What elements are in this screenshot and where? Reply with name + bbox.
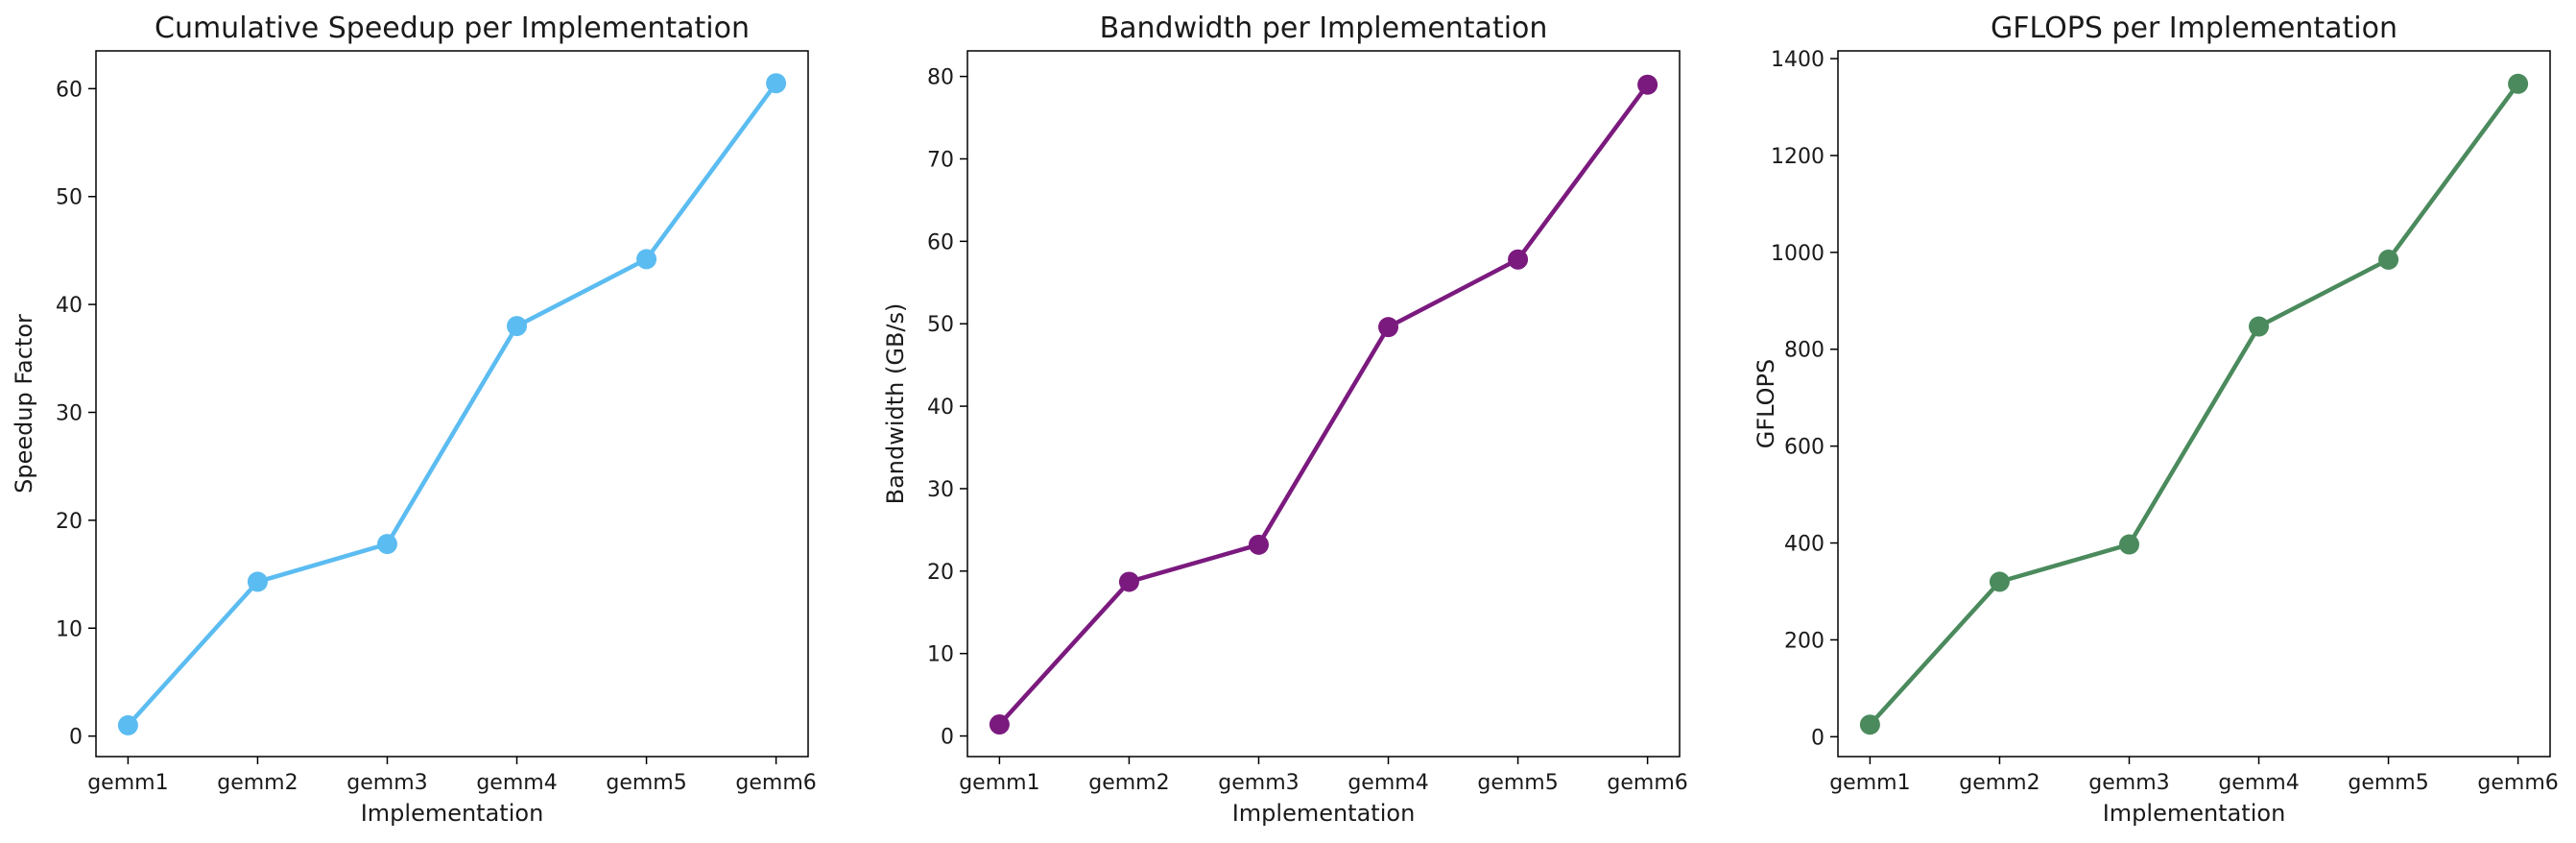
x-tick-label: gemm2	[1959, 771, 2039, 795]
x-tick-label: gemm4	[2218, 771, 2299, 795]
y-tick-label: 60	[56, 78, 83, 102]
data-point-gemm3	[1248, 534, 1269, 555]
y-tick-label: 50	[56, 186, 83, 210]
chart-title: Bandwidth per Implementation	[1100, 12, 1548, 45]
y-tick-label: 10	[927, 643, 954, 667]
data-point-gemm1	[117, 714, 138, 735]
chart-title: GFLOPS per Implementation	[1991, 12, 2397, 45]
plot-frame	[95, 50, 809, 758]
data-point-gemm3	[376, 534, 397, 555]
y-tick-label: 20	[56, 510, 83, 534]
y-tick-label: 30	[927, 478, 954, 502]
y-tick-label: 800	[1784, 339, 1825, 363]
x-tick-label: gemm5	[606, 771, 686, 795]
chart-panel-2: Bandwidth per Implementation 0 10 20 30 40 50 6…	[882, 12, 1688, 827]
x-axis-label: Implementation	[2103, 800, 2286, 827]
y-tick-label: 70	[927, 148, 954, 172]
x-tick-label: gemm1	[87, 771, 168, 795]
x-tick-label: gemm5	[2348, 771, 2428, 795]
y-tick-label: 0	[941, 726, 954, 750]
data-point-gemm6	[2508, 73, 2529, 94]
y-tick-label: 80	[927, 66, 954, 90]
x-tick-label: gemm6	[2477, 771, 2558, 795]
plot-frame	[966, 50, 1681, 758]
data-point-gemm4	[2249, 316, 2270, 337]
y-tick-label: 40	[56, 294, 83, 318]
y-tick-label: 20	[927, 561, 954, 585]
x-tick-label: gemm2	[1088, 771, 1169, 795]
y-tick-label: 10	[56, 617, 83, 641]
series-line	[1868, 82, 2520, 727]
y-tick-label: 600	[1784, 436, 1825, 460]
data-point-gemm2	[1989, 571, 2010, 592]
x-tick-label: gemm6	[1607, 771, 1687, 795]
y-axis-label: GFLOPS	[1753, 359, 1779, 449]
data-point-gemm5	[2378, 249, 2399, 270]
data-point-gemm1	[1859, 714, 1880, 735]
data-point-gemm5	[1508, 249, 1529, 270]
data-point-gemm1	[989, 714, 1010, 735]
x-tick-label: gemm1	[1829, 771, 1910, 795]
x-axis-label: Implementation	[1232, 800, 1416, 827]
data-point-gemm6	[766, 73, 787, 94]
series-line	[126, 81, 778, 728]
x-tick-label: gemm4	[1348, 771, 1428, 795]
y-tick-label: 50	[927, 313, 954, 337]
y-tick-label: 400	[1784, 533, 1825, 557]
x-tick-label: gemm2	[217, 771, 298, 795]
chart-panel-1: Cumulative Speedup per Implementation 0 10…	[11, 12, 817, 827]
data-point-gemm6	[1637, 74, 1658, 95]
y-tick-label: 200	[1784, 629, 1825, 653]
y-tick-label: 1200	[1771, 145, 1825, 169]
data-point-gemm4	[507, 316, 528, 337]
y-tick-label: 1000	[1771, 242, 1825, 266]
x-tick-label: gemm6	[735, 771, 816, 795]
y-tick-label: 0	[1811, 726, 1825, 750]
x-tick-label: gemm3	[346, 771, 427, 795]
y-tick-label: 30	[56, 401, 83, 425]
data-point-gemm3	[2118, 534, 2139, 555]
x-tick-label: gemm1	[959, 771, 1039, 795]
y-axis-label: Bandwidth (GB/s)	[882, 303, 909, 505]
data-point-gemm5	[636, 249, 657, 270]
x-axis-label: Implementation	[361, 800, 544, 827]
x-tick-label: gemm5	[1477, 771, 1558, 795]
y-tick-label: 60	[927, 230, 954, 254]
x-tick-label: gemm3	[2088, 771, 2169, 795]
data-point-gemm2	[1118, 571, 1139, 592]
y-axis-label: Speedup Factor	[11, 314, 37, 494]
chart-title: Cumulative Speedup per Implementation	[155, 12, 750, 45]
chart-panel-3: GFLOPS per Implementation 0 200 400 600 800 10…	[1753, 12, 2559, 827]
series-line	[997, 82, 1650, 727]
x-tick-label: gemm3	[1218, 771, 1299, 795]
data-point-gemm2	[247, 571, 268, 592]
y-tick-label: 0	[69, 726, 83, 750]
data-point-gemm4	[1378, 317, 1399, 338]
plot-frame	[1837, 50, 2551, 758]
x-tick-label: gemm4	[476, 771, 557, 795]
y-tick-label: 40	[927, 396, 954, 420]
y-tick-label: 1400	[1771, 48, 1825, 72]
